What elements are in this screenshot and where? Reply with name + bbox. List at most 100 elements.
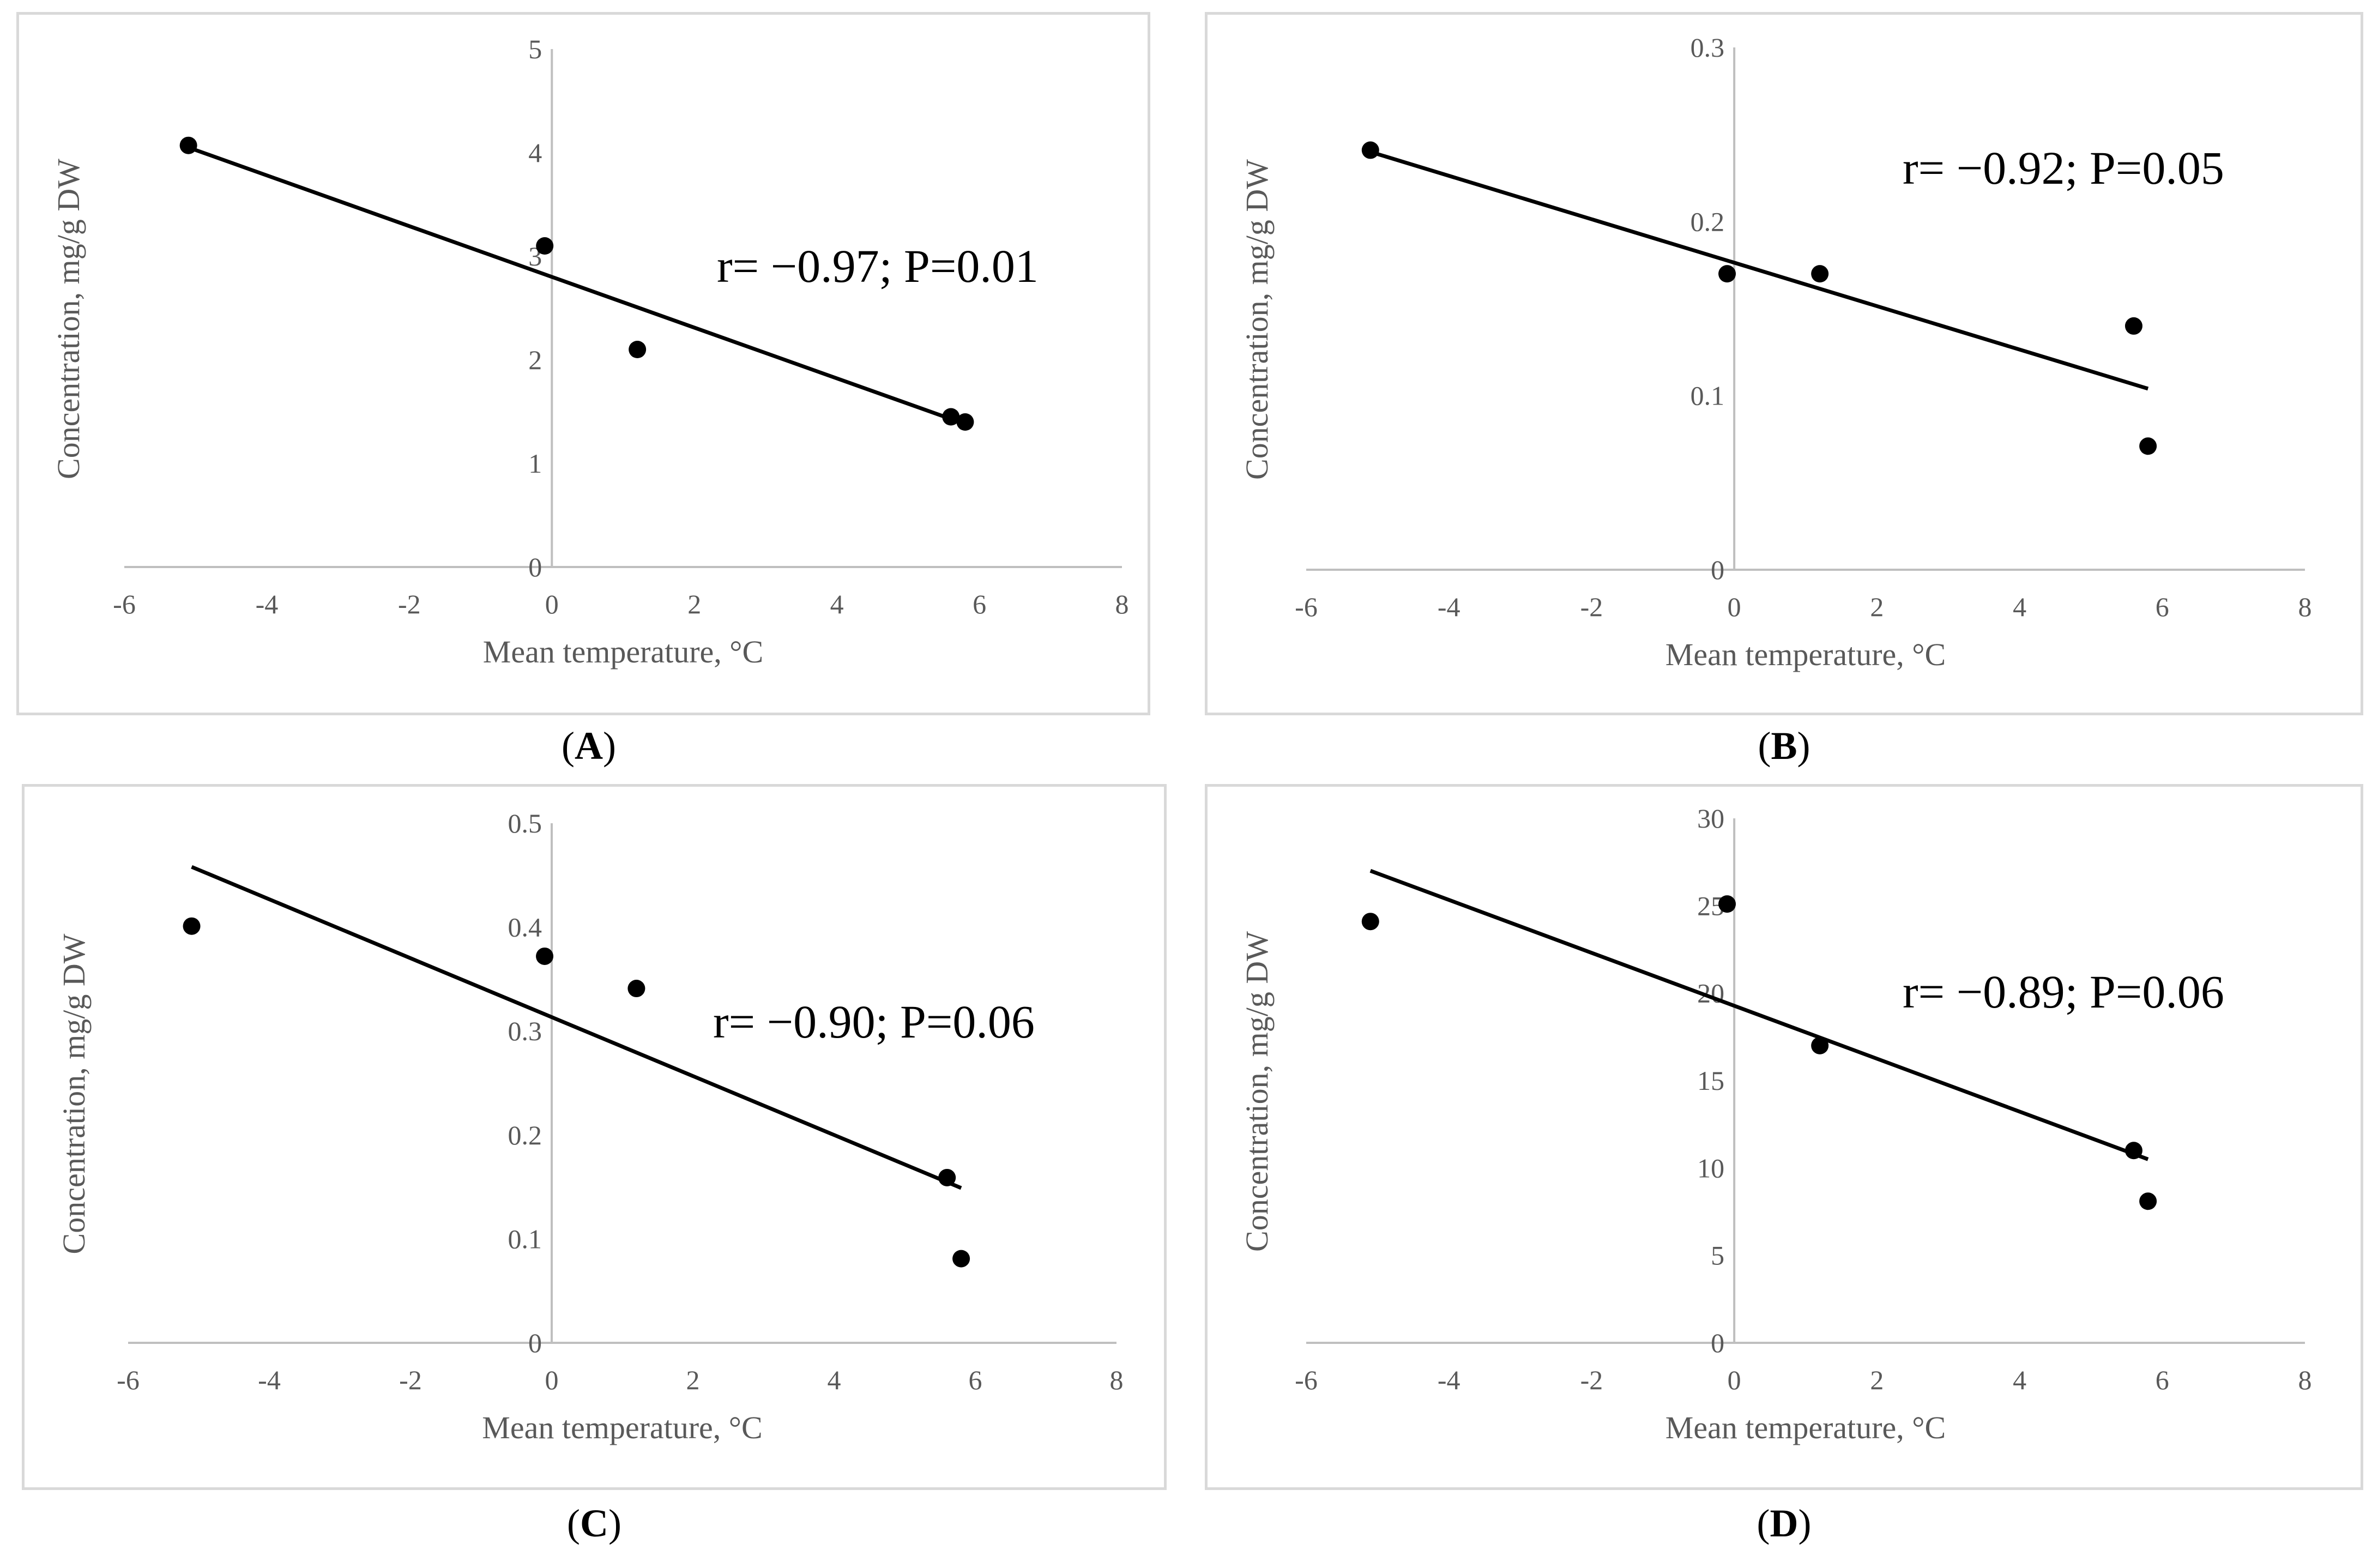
y-tick-label: 0 bbox=[528, 552, 542, 582]
x-tick-label: 4 bbox=[828, 1365, 841, 1395]
y-tick-label: 0.2 bbox=[1691, 206, 1725, 237]
y-tick-label: 0.2 bbox=[508, 1120, 542, 1150]
x-tick-label: 8 bbox=[1110, 1365, 1124, 1395]
x-tick-label: 4 bbox=[2013, 592, 2026, 622]
data-point bbox=[1718, 895, 1736, 913]
y-tick-label: 2 bbox=[528, 345, 542, 375]
data-point bbox=[536, 947, 554, 965]
x-tick-label: -4 bbox=[256, 589, 279, 619]
x-tick-label: -6 bbox=[1295, 1365, 1318, 1395]
data-point bbox=[1811, 265, 1829, 283]
x-tick-label: 0 bbox=[1728, 592, 1741, 622]
data-point bbox=[938, 1168, 956, 1186]
x-tick-label: 2 bbox=[1870, 1365, 1884, 1395]
correlation-annotation: r= −0.92; P=0.05 bbox=[1903, 142, 2224, 194]
y-tick-label: 0 bbox=[1711, 554, 1724, 585]
data-point bbox=[627, 980, 645, 998]
y-axis-title: Concentration, mg/g DW bbox=[51, 159, 86, 479]
x-tick-label: 8 bbox=[1115, 589, 1129, 619]
panel-b-caption: (B) bbox=[1758, 724, 1810, 768]
data-point bbox=[942, 408, 960, 426]
x-tick-label: -2 bbox=[1580, 592, 1603, 622]
panel-b-frame bbox=[1205, 12, 2363, 715]
y-tick-label: 0.3 bbox=[508, 1016, 542, 1046]
x-tick-label: -6 bbox=[113, 589, 136, 619]
trend-line bbox=[1369, 150, 2149, 391]
panel-c: -6 -4 -2 0 2 4 6 8 0 0.1 0.2 0.3 0.4 0.5 Mean temperat… bbox=[22, 784, 1167, 1564]
x-tick-label: 4 bbox=[830, 589, 844, 619]
y-tick-label: 0 bbox=[1711, 1328, 1724, 1358]
x-axis-title: Mean temperature, °C bbox=[483, 634, 763, 670]
x-tick-label: 0 bbox=[1728, 1365, 1741, 1395]
data-point bbox=[536, 237, 554, 255]
x-axis-title: Mean temperature, °C bbox=[1665, 1410, 1946, 1445]
x-tick-label: -2 bbox=[398, 589, 421, 619]
panel-c-caption: (C) bbox=[567, 1501, 621, 1545]
y-tick-label: 0.5 bbox=[508, 808, 542, 839]
y-tick-label: 30 bbox=[1697, 803, 1724, 834]
data-point bbox=[183, 917, 201, 935]
data-point bbox=[1361, 141, 1379, 159]
panel-c-frame bbox=[22, 784, 1167, 1490]
x-axis-title: Mean temperature, °C bbox=[482, 1410, 762, 1445]
panel-b: -6 -4 -2 0 2 4 6 8 0 0.1 0.2 0.3 Mean temperature, °… bbox=[1205, 12, 2366, 786]
x-tick-label: 6 bbox=[969, 1365, 982, 1395]
x-tick-label: 2 bbox=[1870, 592, 1884, 622]
data-point bbox=[1361, 913, 1379, 931]
data-point bbox=[2139, 1192, 2157, 1210]
panel-d: -6 -4 -2 0 2 4 6 8 0 5 10 15 20 25 30 Mean temperature,… bbox=[1205, 784, 2366, 1564]
trend-line bbox=[191, 865, 962, 1190]
x-tick-label: -2 bbox=[399, 1365, 422, 1395]
data-point bbox=[2124, 317, 2142, 335]
x-tick-label: -2 bbox=[1580, 1365, 1603, 1395]
panel-a-caption: (A) bbox=[562, 724, 616, 768]
panel-b-chart: -6 -4 -2 0 2 4 6 8 0 0.1 0.2 0.3 Mean temperature, °… bbox=[1239, 32, 2312, 672]
x-tick-label: 6 bbox=[973, 589, 986, 619]
y-tick-label: 4 bbox=[528, 137, 542, 168]
y-tick-label: 0.1 bbox=[508, 1223, 542, 1254]
y-tick-label: 10 bbox=[1697, 1153, 1724, 1183]
y-tick-label: 5 bbox=[1711, 1240, 1724, 1271]
x-tick-label: 6 bbox=[2156, 592, 2169, 622]
x-tick-label: -4 bbox=[1438, 592, 1460, 622]
correlation-annotation: r= −0.97; P=0.01 bbox=[717, 240, 1039, 292]
data-point bbox=[629, 341, 647, 358]
data-point bbox=[2139, 437, 2157, 455]
panel-c-chart: -6 -4 -2 0 2 4 6 8 0 0.1 0.2 0.3 0.4 0.5 Mean temperat… bbox=[56, 808, 1124, 1445]
panel-a: -6 -4 -2 0 2 4 6 8 0 1 2 3 4 5 Mean temperature, °C Con… bbox=[16, 12, 1150, 786]
data-point bbox=[2124, 1142, 2142, 1160]
data-point bbox=[956, 413, 974, 431]
data-point bbox=[179, 136, 197, 154]
x-tick-label: 6 bbox=[2156, 1365, 2169, 1395]
x-tick-label: 2 bbox=[686, 1365, 700, 1395]
x-tick-label: -4 bbox=[1438, 1365, 1460, 1395]
x-tick-label: 8 bbox=[2298, 1365, 2312, 1395]
data-point bbox=[952, 1250, 970, 1268]
y-axis-title: Concentration, mg/g DW bbox=[1239, 159, 1275, 480]
data-point bbox=[1811, 1036, 1829, 1054]
x-tick-label: 2 bbox=[687, 589, 701, 619]
y-tick-label: 5 bbox=[528, 34, 542, 64]
y-tick-label: 0.4 bbox=[508, 912, 542, 943]
y-tick-label: 15 bbox=[1697, 1065, 1724, 1096]
x-tick-label: -4 bbox=[258, 1365, 281, 1395]
correlation-annotation: r= −0.90; P=0.06 bbox=[713, 996, 1035, 1048]
x-tick-label: 4 bbox=[2013, 1365, 2026, 1395]
panel-d-caption: (D) bbox=[1757, 1501, 1812, 1545]
trend-line bbox=[1369, 869, 2149, 1161]
correlation-annotation: r= −0.89; P=0.06 bbox=[1903, 966, 2224, 1018]
y-tick-label: 0.3 bbox=[1691, 32, 1725, 63]
y-axis-title: Concentration, mg/g DW bbox=[1239, 931, 1275, 1252]
panel-a-frame bbox=[16, 12, 1150, 715]
y-tick-label: 1 bbox=[528, 448, 542, 479]
x-tick-label: 8 bbox=[2298, 592, 2312, 622]
y-axis-title: Concentration, mg/g DW bbox=[56, 933, 92, 1254]
y-tick-label: 0 bbox=[528, 1328, 542, 1358]
y-tick-label: 0.1 bbox=[1691, 381, 1725, 411]
data-point bbox=[1718, 265, 1736, 283]
x-tick-label: -6 bbox=[117, 1365, 140, 1395]
x-tick-label: 0 bbox=[545, 1365, 559, 1395]
trend-line bbox=[188, 146, 966, 426]
